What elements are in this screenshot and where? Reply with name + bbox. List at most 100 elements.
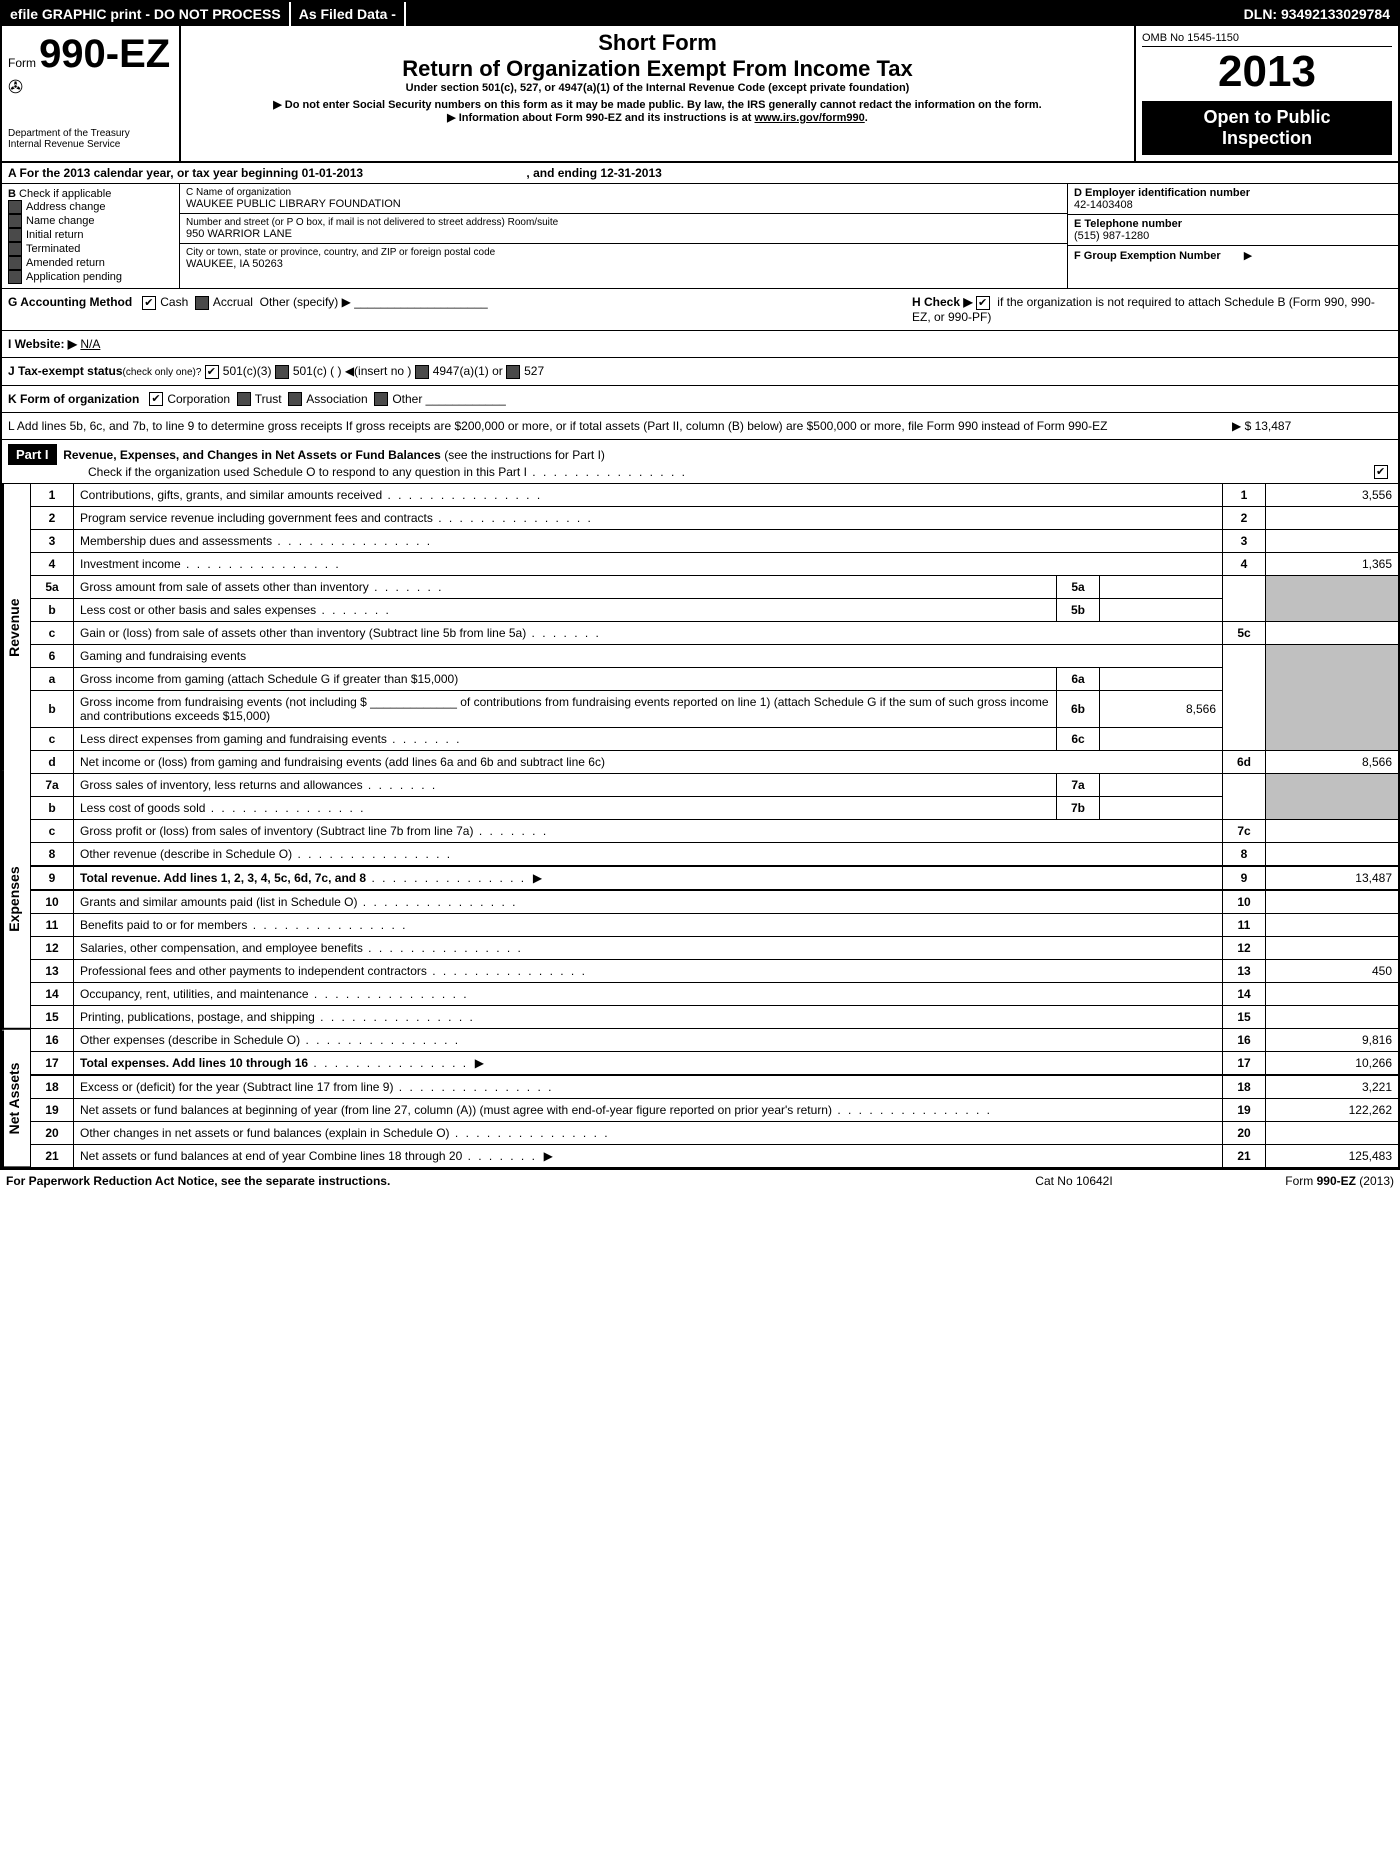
top-bar: efile GRAPHIC print - DO NOT PROCESS As … <box>2 2 1398 26</box>
open-inspection: Open to Public Inspection <box>1142 101 1392 155</box>
l-amount: ▶ $ 13,487 <box>1232 419 1392 433</box>
l18-val: 3,221 <box>1266 1075 1399 1099</box>
note2-pre: ▶ Information about Form 990-EZ and its … <box>447 112 754 124</box>
part1-check: Check if the organization used Schedule … <box>88 465 687 479</box>
chk-initial[interactable] <box>8 228 22 242</box>
l10-num: 10 <box>31 890 74 914</box>
chk-501c[interactable] <box>275 365 289 379</box>
dln-label: DLN: 93492133029784 <box>1236 2 1398 26</box>
return-title: Return of Organization Exempt From Incom… <box>189 56 1126 82</box>
col-c: C Name of organization WAUKEE PUBLIC LIB… <box>180 184 1068 288</box>
omb-number: OMB No 1545-1150 <box>1142 32 1392 47</box>
line-11: 11 Benefits paid to or for members 11 <box>31 914 1398 937</box>
line-18: 18 Excess or (deficit) for the year (Sub… <box>31 1075 1398 1099</box>
l2-desc: Program service revenue including govern… <box>74 507 1223 530</box>
l5a-num: 5a <box>31 576 74 599</box>
city-label: City or town, state or province, country… <box>186 247 1061 258</box>
form-prefix: Form <box>8 56 36 70</box>
chk-part1-scho[interactable] <box>1374 465 1388 479</box>
bcd-block: B Check if applicable Address change Nam… <box>2 184 1398 289</box>
l14-box: 14 <box>1223 983 1266 1006</box>
i-value: N/A <box>80 337 100 351</box>
efile-label: efile GRAPHIC print - DO NOT PROCESS <box>2 2 289 26</box>
chk-accrual[interactable] <box>195 296 209 310</box>
l9-desc-cell: Total revenue. Add lines 1, 2, 3, 4, 5c,… <box>74 866 1223 890</box>
header-note2: ▶ Information about Form 990-EZ and its … <box>189 111 1126 124</box>
line-6c: c Less direct expenses from gaming and f… <box>31 728 1398 751</box>
line-6: 6 Gaming and fundraising events <box>31 645 1398 668</box>
l15-box: 15 <box>1223 1006 1266 1029</box>
chk-name[interactable] <box>8 214 22 228</box>
row-gh: G Accounting Method Cash Accrual Other (… <box>2 289 1398 331</box>
l7b-midval <box>1100 797 1223 820</box>
chk-501c3[interactable] <box>205 365 219 379</box>
l18-box: 18 <box>1223 1075 1266 1099</box>
part1-header: Part I Revenue, Expenses, and Changes in… <box>2 440 1398 484</box>
l5a-mid: 5a <box>1057 576 1100 599</box>
chk-other-org[interactable] <box>374 392 388 406</box>
line-13: 13 Professional fees and other payments … <box>31 960 1398 983</box>
line-6a: a Gross income from gaming (attach Sched… <box>31 668 1398 691</box>
chk-h[interactable] <box>976 296 990 310</box>
l5a-midval <box>1100 576 1223 599</box>
vlabel-revenue: Revenue <box>2 484 30 771</box>
line-4: 4 Investment income 4 1,365 <box>31 553 1398 576</box>
line-1: 1 Contributions, gifts, grants, and simi… <box>31 484 1398 507</box>
vertical-labels: Revenue Expenses Net Assets <box>2 484 31 1168</box>
chk-assoc[interactable] <box>288 392 302 406</box>
tel-row: E Telephone number (515) 987-1280 <box>1068 215 1398 246</box>
l16-val: 9,816 <box>1266 1029 1399 1052</box>
l12-desc: Salaries, other compensation, and employ… <box>74 937 1223 960</box>
line-9: 9 Total revenue. Add lines 1, 2, 3, 4, 5… <box>31 866 1398 890</box>
l6-valgray <box>1266 645 1399 751</box>
form-page: efile GRAPHIC print - DO NOT PROCESS As … <box>0 0 1400 1170</box>
subtitle: Under section 501(c), 527, or 4947(a)(1)… <box>189 82 1126 94</box>
group-arrow: ▶ <box>1244 250 1252 262</box>
l15-val <box>1266 1006 1399 1029</box>
l7ab-boxgray <box>1223 774 1266 820</box>
l1-desc: Contributions, gifts, grants, and simila… <box>74 484 1223 507</box>
line-5c: c Gain or (loss) from sale of assets oth… <box>31 622 1398 645</box>
lbl-application: Application pending <box>26 271 122 283</box>
l7a-midval <box>1100 774 1223 797</box>
row-k: K Form of organization Corporation Trust… <box>2 386 1398 414</box>
chk-amended[interactable] <box>8 256 22 270</box>
l6-desc: Gaming and fundraising events <box>74 645 1223 668</box>
l2-val <box>1266 507 1399 530</box>
l6a-mid: 6a <box>1057 668 1100 691</box>
topbar-spacer <box>404 2 1236 26</box>
l5b-midval <box>1100 599 1223 622</box>
chk-terminated[interactable] <box>8 242 22 256</box>
dept-line1: Department of the Treasury <box>8 128 173 139</box>
l6b-midval: 8,566 <box>1100 691 1223 728</box>
row-h: H Check ▶ if the organization is not req… <box>912 295 1392 324</box>
chk-cash[interactable] <box>142 296 156 310</box>
l16-desc: Other expenses (describe in Schedule O) <box>74 1029 1223 1052</box>
l6d-val: 8,566 <box>1266 751 1399 774</box>
l5ab-valgray <box>1266 576 1399 622</box>
lbl-corp: Corporation <box>167 392 230 406</box>
l6c-midval <box>1100 728 1223 751</box>
lbl-other-org: Other <box>392 392 422 406</box>
chk-4947[interactable] <box>415 365 429 379</box>
chk-trust[interactable] <box>237 392 251 406</box>
note2-link[interactable]: www.irs.gov/form990 <box>755 112 865 124</box>
lbl-501c3: 501(c)(3) <box>223 364 272 378</box>
l17-arrow: ▶ <box>475 1056 484 1070</box>
l19-num: 19 <box>31 1099 74 1122</box>
line-3: 3 Membership dues and assessments 3 <box>31 530 1398 553</box>
l18-desc: Excess or (deficit) for the year (Subtra… <box>74 1075 1223 1099</box>
l3-desc: Membership dues and assessments <box>74 530 1223 553</box>
vlabel-expenses: Expenses <box>2 771 30 1030</box>
chk-corp[interactable] <box>149 392 163 406</box>
l18-num: 18 <box>31 1075 74 1099</box>
l12-num: 12 <box>31 937 74 960</box>
l8-box: 8 <box>1223 843 1266 867</box>
chk-527[interactable] <box>506 365 520 379</box>
chk-address[interactable] <box>8 200 22 214</box>
chk-application[interactable] <box>8 270 22 284</box>
l3-box: 3 <box>1223 530 1266 553</box>
lbl-amended: Amended return <box>26 257 105 269</box>
l21-desc-cell: Net assets or fund balances at end of ye… <box>74 1145 1223 1168</box>
l6d-num: d <box>31 751 74 774</box>
